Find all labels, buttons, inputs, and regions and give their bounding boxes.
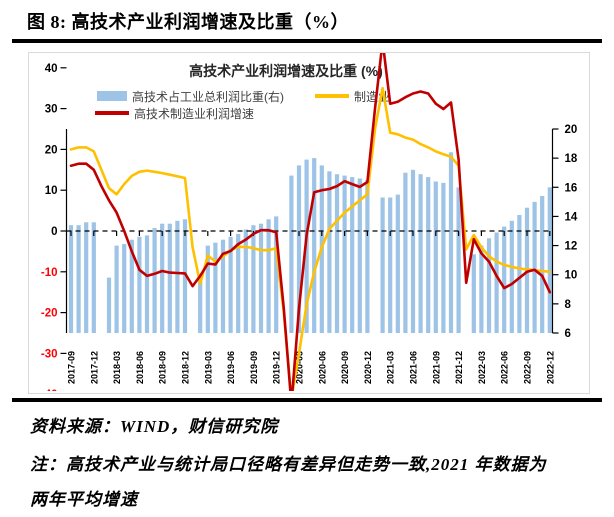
svg-text:2017-12: 2017-12 xyxy=(89,351,99,384)
svg-text:16: 16 xyxy=(565,182,578,194)
svg-text:40: 40 xyxy=(45,63,58,75)
svg-text:2022-03: 2022-03 xyxy=(477,351,487,384)
figure-header-title: 图 8: 高技术产业利润增速及比重（%） xyxy=(27,12,349,32)
svg-text:-40: -40 xyxy=(41,389,58,391)
svg-text:2018-06: 2018-06 xyxy=(135,351,145,384)
svg-text:8: 8 xyxy=(565,299,572,311)
svg-text:14: 14 xyxy=(565,211,578,223)
svg-text:6: 6 xyxy=(565,328,571,340)
svg-text:2019-09: 2019-09 xyxy=(249,351,259,384)
svg-text:18: 18 xyxy=(565,153,578,165)
header-rule xyxy=(12,39,602,43)
legend-item-share: 高技术占工业总利润比重(右) xyxy=(97,89,284,104)
legend-item-hightech: 高技术制造业利润增速 xyxy=(95,106,255,121)
yellow-line-swatch xyxy=(315,94,349,98)
legend-label: 高技术占工业总利润比重(右) xyxy=(132,89,284,104)
svg-text:-30: -30 xyxy=(41,348,58,360)
chart-box: 高技术产业利润增速及比重 (%) 高技术占工业总利润比重(右) 制造业 高技术制… xyxy=(28,52,590,394)
svg-text:2018-03: 2018-03 xyxy=(112,351,122,384)
bar-swatch xyxy=(97,91,127,101)
svg-text:2022-12: 2022-12 xyxy=(545,351,555,384)
svg-text:2022-09: 2022-09 xyxy=(523,351,533,384)
svg-text:12: 12 xyxy=(565,241,578,253)
combo-chart-plot: 50403020100-10-20-30-40-5020181614121086… xyxy=(41,53,578,391)
svg-text:20: 20 xyxy=(565,124,578,136)
svg-text:2018-09: 2018-09 xyxy=(158,351,168,384)
svg-text:2020-09: 2020-09 xyxy=(340,351,350,384)
axes: 50403020100-10-20-30-40-5020181614121086 xyxy=(41,63,578,391)
footer-rule xyxy=(12,398,602,402)
svg-text:2021-09: 2021-09 xyxy=(431,351,441,384)
note-line: 注：高技术产业与统计局口径略有差异但走势一致,2021 年数据为两年平均增速 xyxy=(30,455,547,509)
svg-text:30: 30 xyxy=(45,104,58,116)
svg-text:10: 10 xyxy=(45,185,58,197)
manufacturing-line xyxy=(69,86,552,391)
svg-text:2021-12: 2021-12 xyxy=(454,351,464,384)
svg-text:-20: -20 xyxy=(41,308,58,320)
legend-label: 高技术制造业利润增速 xyxy=(134,106,255,121)
svg-text:2021-06: 2021-06 xyxy=(409,351,419,384)
svg-text:2021-03: 2021-03 xyxy=(386,351,396,384)
svg-text:20: 20 xyxy=(45,144,58,156)
svg-text:2019-03: 2019-03 xyxy=(203,351,213,384)
svg-text:2019-12: 2019-12 xyxy=(272,351,282,384)
chart-title: 高技术产业利润增速及比重 (%) xyxy=(189,63,383,79)
share-bars xyxy=(68,152,552,333)
svg-text:2019-06: 2019-06 xyxy=(226,351,236,384)
svg-text:10: 10 xyxy=(565,270,578,282)
red-line-swatch xyxy=(95,111,129,115)
svg-text:2022-06: 2022-06 xyxy=(500,351,510,384)
svg-text:2020-12: 2020-12 xyxy=(363,351,373,384)
svg-text:2018-12: 2018-12 xyxy=(181,351,191,384)
svg-text:2020-03: 2020-03 xyxy=(295,351,305,384)
svg-text:2017-09: 2017-09 xyxy=(67,351,77,384)
svg-text:-10: -10 xyxy=(41,267,58,279)
source-line: 资料来源：WIND，财信研究院 xyxy=(30,417,279,436)
hightech-line xyxy=(69,53,552,391)
svg-text:0: 0 xyxy=(51,226,57,238)
x-axis-labels: 2017-09 2017-12 2018-03 2018-06 2018-09 2018-… xyxy=(67,351,556,384)
svg-text:2020-06: 2020-06 xyxy=(317,351,327,384)
